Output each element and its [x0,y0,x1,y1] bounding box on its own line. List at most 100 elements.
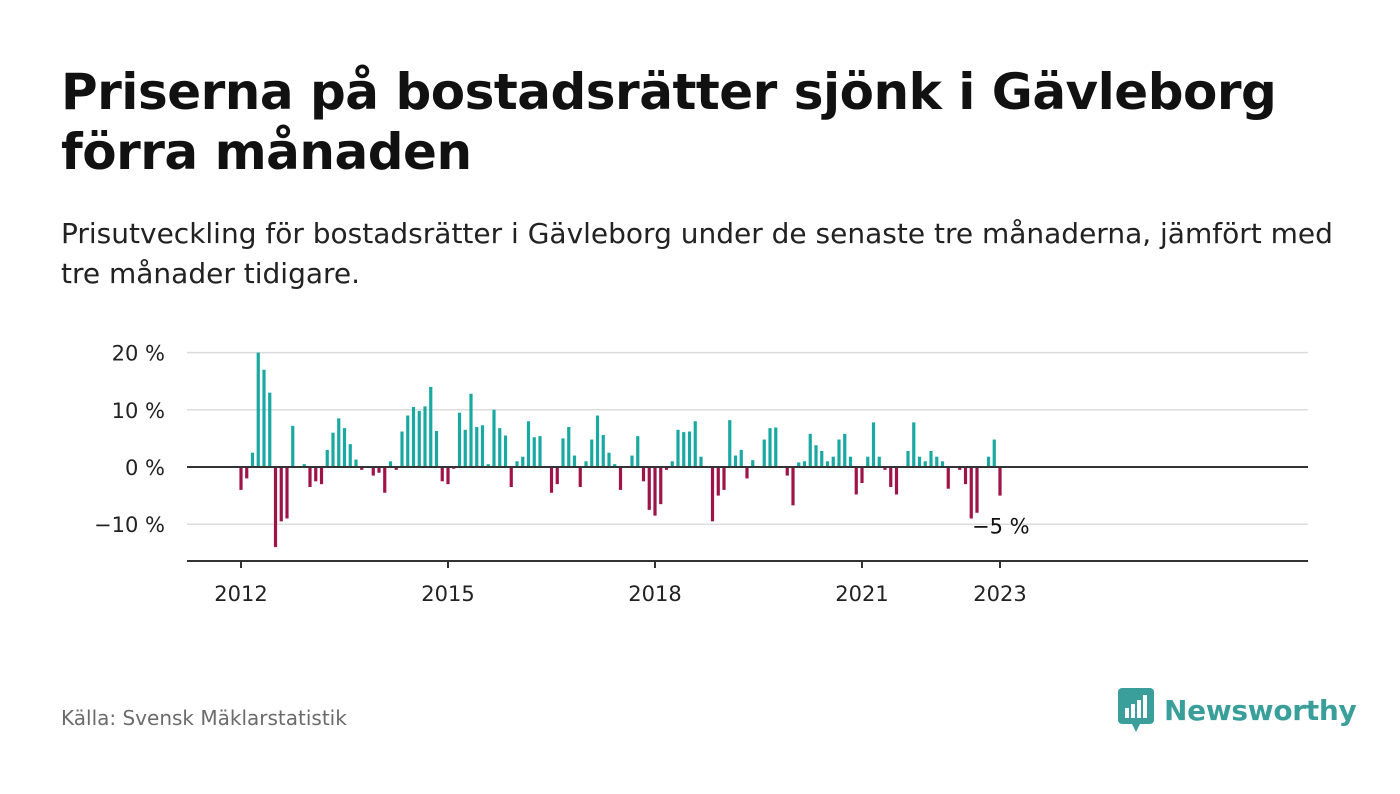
bar [469,393,473,467]
bar [561,438,565,467]
bar [601,434,605,467]
bar [595,415,600,467]
bar [256,352,260,467]
bar [383,467,387,493]
bar [578,467,582,488]
brand-name: Newsworthy [1164,693,1357,727]
x-tick-label: 2021 [835,582,888,606]
bar [314,467,318,482]
bar [653,467,657,516]
bar [509,467,513,488]
bar [975,467,979,513]
bar [394,467,398,470]
bar [245,467,249,479]
y-tick-label: 20 % [112,342,165,366]
bar [342,428,347,467]
chart-subtitle: Prisutveckling för bostadsrätter i Gävle… [61,217,1333,290]
bar [498,428,502,467]
bar [693,421,697,467]
bar [285,467,289,519]
bar [682,432,686,467]
bar [843,433,847,467]
bar [946,467,950,489]
bar [929,450,933,467]
bar [411,406,416,467]
bar [940,461,945,467]
bar [406,415,410,467]
bar [889,467,893,488]
x-tick-label: 2018 [628,582,681,606]
bar [820,450,824,467]
bar [768,428,772,467]
bar [354,459,358,467]
bar [434,430,439,467]
bar [774,427,778,467]
bar [532,437,536,467]
bar [647,467,651,510]
bar [710,467,715,522]
bar [894,467,899,495]
bar [457,412,462,467]
bar [969,467,973,519]
bar [912,422,916,467]
bar [860,467,864,484]
bar [371,467,375,476]
bar [825,461,830,467]
bar [549,467,554,493]
bar [584,461,588,467]
bar [337,418,341,467]
bar [325,449,329,467]
bar [906,450,910,467]
x-tick-label: 2012 [214,582,267,606]
bar [814,445,818,467]
bar [883,467,887,470]
bar [963,467,968,485]
bar [440,467,444,482]
bar [417,410,421,467]
bar [871,422,876,467]
last-value-annotation: −5 % [972,515,1030,539]
bar [618,467,623,490]
bar [923,461,927,467]
bar [808,433,812,467]
bar [572,455,577,467]
bar [751,460,755,467]
bar [463,429,467,467]
bar [745,467,749,479]
y-tick-label: 10 % [112,399,165,423]
bar [538,436,542,467]
bar [480,425,485,467]
bar [837,439,841,467]
bar [319,467,324,485]
bar [348,444,352,467]
bar [250,452,255,467]
y-tick-label: −10 % [94,513,165,537]
bar [613,464,617,467]
bar [273,467,278,548]
bar [475,426,479,467]
bar-chart-speech-bubble-icon [1118,688,1154,732]
bar [998,467,1002,496]
bar [446,467,450,485]
bar [630,455,634,467]
bar-chart: 20 % 10 % 0 % −10 % 2012 2015 2018 2021 2023 −5 % [94,342,1308,606]
bar [785,467,789,476]
bar [567,426,571,467]
bar [526,421,531,467]
bar [877,456,881,467]
bar [607,452,611,467]
bar [866,456,870,467]
bar [331,432,335,467]
bar [992,439,996,467]
bar [486,464,490,467]
chart-title: Priserna på bostadsrätter sjönk i Gävleb… [61,63,1277,181]
bar [268,392,272,467]
bar [515,461,519,467]
bar [831,456,835,467]
bar [958,467,962,470]
bar [848,456,853,467]
bar [590,439,594,467]
bar [262,369,266,467]
bar [854,467,858,495]
bar [279,467,283,522]
